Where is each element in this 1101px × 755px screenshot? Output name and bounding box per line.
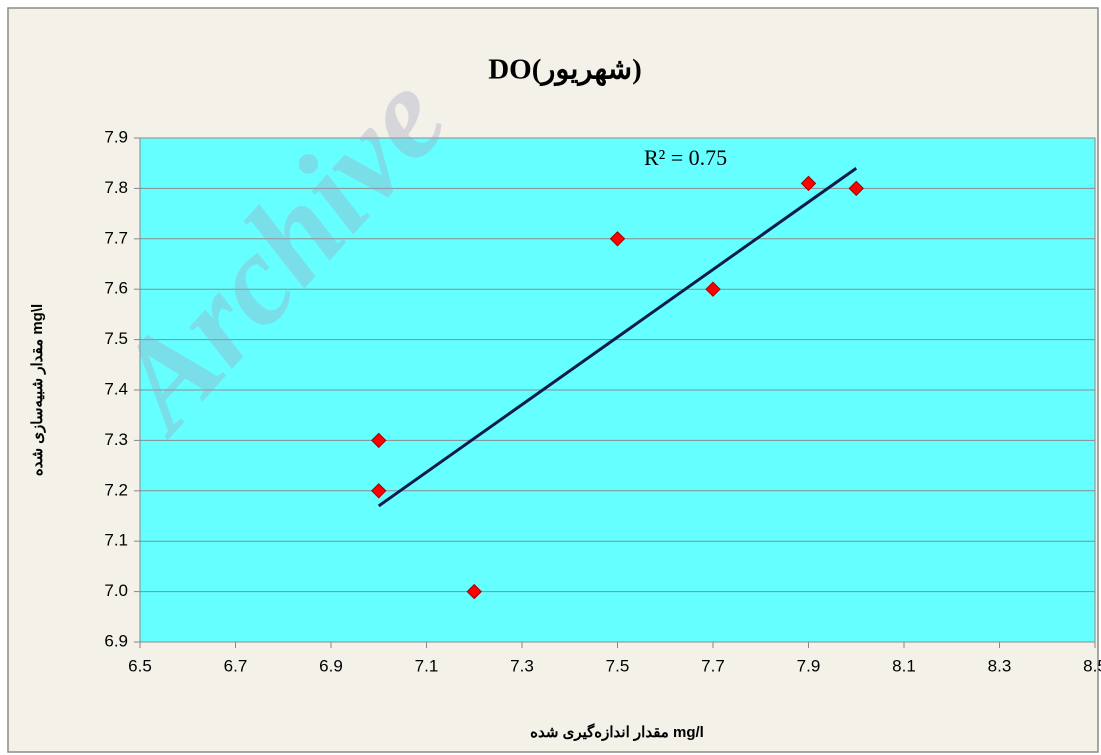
x-tick-label: 8.1: [892, 656, 916, 675]
data-point: [371, 483, 387, 499]
data-point: [466, 583, 482, 600]
y-tick-label: 6.9: [104, 631, 128, 650]
y-tick-label: 7.7: [104, 228, 128, 247]
x-tick-label: 6.7: [224, 656, 248, 675]
x-tick-label: 8.5: [1083, 656, 1101, 675]
y-tick-label: 7.9: [104, 127, 128, 146]
y-tick-label: 7.1: [104, 531, 128, 550]
y-tick-label: 7.4: [104, 379, 128, 398]
data-point: [371, 432, 387, 449]
x-axis-label: مقدار اندازه‌گیری شده mg/l: [530, 723, 704, 741]
x-tick-label: 7.3: [510, 656, 534, 675]
x-tick-label: 7.7: [701, 656, 725, 675]
data-point: [800, 175, 817, 192]
y-tick-label: 7.5: [104, 329, 128, 348]
x-tick-label: 8.3: [988, 656, 1012, 675]
x-tick-label: 6.5: [128, 656, 152, 675]
data-point: [705, 281, 721, 297]
y-tick-label: 7.2: [104, 480, 128, 499]
y-tick-label: 7.0: [104, 581, 128, 600]
data-point: [609, 231, 626, 247]
trendline: [377, 167, 858, 508]
y-axis-label: مقدار شبیه‌سازی شده mg\l: [29, 304, 46, 476]
x-tick-label: 7.1: [415, 656, 439, 675]
x-tick-label: 6.9: [319, 656, 343, 675]
chart-title: DO(شهریور): [488, 54, 642, 87]
y-tick-label: 7.8: [104, 178, 128, 197]
x-tick-label: 7.5: [606, 656, 630, 675]
x-tick-label: 7.9: [797, 656, 821, 675]
data-point: [848, 180, 864, 197]
y-tick-label: 7.3: [104, 430, 128, 449]
r-squared-annotation: R² = 0.75: [644, 145, 727, 170]
y-tick-label: 7.6: [104, 279, 128, 298]
